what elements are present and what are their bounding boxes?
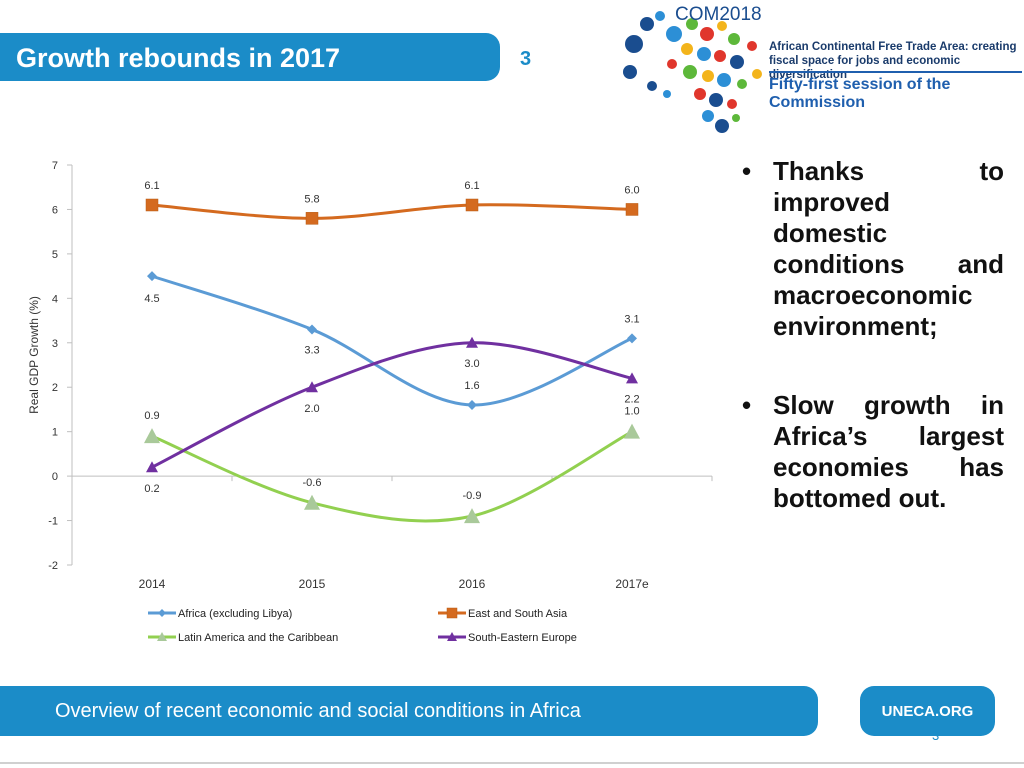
x-tick-label: 2017e [615,577,649,591]
chart-legend: Africa (excluding Libya) East and South A… [148,607,577,644]
data-label: -0.9 [463,490,482,502]
data-point [624,423,640,439]
data-point [627,333,637,344]
y-axis-label: Real GDP Growth (%) [27,296,41,414]
series-markers [144,198,640,524]
legend-marker [447,632,457,641]
data-label: 0.2 [144,483,159,495]
data-point [307,324,317,335]
series-line [151,430,633,523]
data-label: 6.1 [464,180,479,192]
title-banner: Growth rebounds in 2017 [0,33,500,81]
africa-dots-icon [623,11,762,133]
gdp-growth-chart: 7 6 5 4 3 2 1 0 -1 -2 2014 2015 2016 2017e Real GDP Gr… [27,160,713,644]
bullet-list: • Thanks to improved domestic conditions… [742,156,1004,514]
data-label: 3.0 [464,358,479,370]
y-tick-label: 0 [52,471,58,483]
data-point [306,381,318,393]
data-label: 1.6 [464,380,479,392]
x-tick-label: 2016 [459,577,486,591]
y-tick-label: 2 [52,382,58,394]
slide-number: 3 [520,48,532,70]
footer-text: Overview of recent economic and social c… [55,700,581,722]
series-line [151,274,633,407]
data-label: 3.1 [624,313,639,325]
y-tick-label: 4 [52,293,58,305]
legend-marker [157,632,167,641]
legend-label: Latin America and the Caribbean [178,632,338,644]
y-tick-label: 3 [52,338,58,350]
bullet-symbol: • [742,156,752,186]
chart-axes: 7 6 5 4 3 2 1 0 -1 -2 2014 2015 2016 2017e Real GDP Gr… [27,160,713,591]
data-point [145,198,159,212]
data-point [464,508,480,524]
legend-marker [158,609,166,617]
data-label: 6.0 [624,184,639,196]
data-point [467,400,477,410]
uneca-link-button[interactable]: UNECA.ORG [860,686,995,736]
series-lines [151,203,633,523]
footer-page-number: 3 [932,728,940,743]
data-labels: 4.5 3.3 1.6 3.1 6.1 5.8 6.1 6.0 0.9 -0.6 -0.9 1.0 0.… [144,180,639,502]
data-label: 2.0 [304,403,319,415]
data-label: 3.3 [304,344,319,356]
bullet-item-2: • Slow growth in Africa’s largest econom… [742,390,1004,514]
data-label: 1.0 [624,406,639,418]
bullet-symbol: • [742,390,752,420]
bullet-text: Thanks to improved domestic conditions a… [773,156,1004,341]
x-tick-label: 2014 [139,577,166,591]
x-tick-label: 2015 [299,577,326,591]
data-point [465,198,479,212]
logo-com-text: COM2018 [675,4,762,25]
data-label: 6.1 [144,180,159,192]
slide-title: Growth rebounds in 2017 [16,43,341,73]
footer-banner: Overview of recent economic and social c… [0,686,818,736]
y-tick-label: -2 [48,560,58,572]
y-tick-label: 7 [52,160,58,172]
data-label: 5.8 [304,193,319,205]
data-point [147,271,157,282]
y-tick-label: 1 [52,427,58,439]
legend-label: Africa (excluding Libya) [178,608,292,620]
data-point [466,336,478,348]
africa-dots-logo [623,11,762,133]
data-point [305,212,319,225]
data-label: 4.5 [144,293,159,305]
uneca-link-label: UNECA.ORG [881,703,974,720]
data-point [626,372,638,384]
y-tick-label: 6 [52,204,58,216]
y-tick-label: 5 [52,249,58,261]
legend-marker [446,607,458,619]
data-point [146,461,158,473]
data-point [304,494,320,510]
legend-label: East and South Asia [468,608,568,620]
logo-divider [769,71,1022,73]
data-label: 0.9 [144,410,159,422]
series-line [151,203,633,220]
bullet-text: Slow growth in Africa’s largest economie… [773,390,1004,513]
data-label: -0.6 [303,477,322,489]
bullet-item-1: • Thanks to improved domestic conditions… [742,156,1004,342]
data-point [144,428,160,444]
series-line [151,341,633,469]
y-tick-label: -1 [48,516,58,528]
legend-label: South-Eastern Europe [468,632,577,644]
bottom-divider [0,762,1024,764]
data-label: 2.2 [624,393,639,405]
data-point [625,203,639,216]
logo-session: Fifty-first session of the Commission [769,76,951,111]
